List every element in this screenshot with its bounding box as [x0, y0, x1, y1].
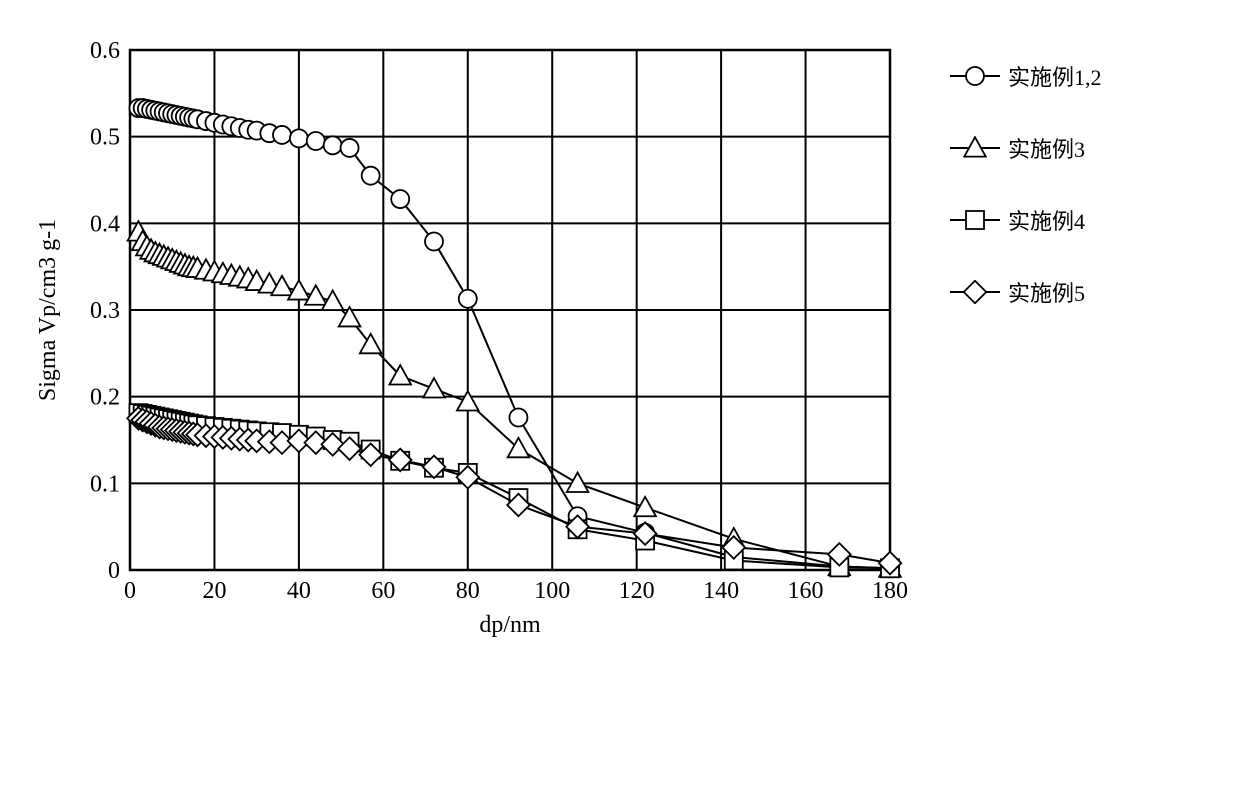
legend-marker [950, 208, 1000, 232]
svg-text:120: 120 [619, 578, 655, 604]
circle-icon [963, 64, 987, 88]
svg-text:0.4: 0.4 [90, 211, 120, 237]
diamond-icon [963, 280, 987, 304]
svg-text:0.2: 0.2 [90, 385, 120, 411]
triangle-icon [963, 136, 987, 160]
legend-item: 实施例5 [950, 276, 1102, 308]
svg-text:0.5: 0.5 [90, 125, 120, 151]
svg-text:0: 0 [108, 558, 120, 584]
legend-label: 实施例1,2 [1008, 60, 1102, 92]
legend-item: 实施例1,2 [950, 60, 1102, 92]
svg-text:0.6: 0.6 [90, 38, 120, 64]
legend-marker [950, 136, 1000, 160]
chart-svg: 0 20 40 60 80 100 120 140 160 180 0 0.1 0.2 0.3 0.4 0.5… [20, 20, 920, 640]
legend-marker [950, 280, 1000, 304]
legend-marker [950, 64, 1000, 88]
x-axis-label: dp/nm [479, 612, 541, 638]
chart-area: 0 20 40 60 80 100 120 140 160 180 0 0.1 0.2 0.3 0.4 0.5… [20, 20, 920, 640]
svg-text:100: 100 [534, 578, 570, 604]
chart-container: 0 20 40 60 80 100 120 140 160 180 0 0.1 0.2 0.3 0.4 0.5… [20, 20, 1219, 640]
y-axis-label: Sigma Vp/cm3 g-1 [35, 219, 61, 401]
svg-text:20: 20 [202, 578, 226, 604]
svg-text:0.1: 0.1 [90, 471, 120, 497]
legend-item: 实施例3 [950, 132, 1102, 164]
svg-text:0.3: 0.3 [90, 298, 120, 324]
legend-label: 实施例3 [1008, 132, 1085, 164]
svg-text:180: 180 [872, 578, 908, 604]
svg-text:80: 80 [456, 578, 480, 604]
svg-text:60: 60 [371, 578, 395, 604]
svg-text:0: 0 [124, 578, 136, 604]
legend-item: 实施例4 [950, 204, 1102, 236]
legend: 实施例1,2 实施例3 实施例4 实施例5 [950, 60, 1102, 348]
svg-text:140: 140 [703, 578, 739, 604]
svg-text:160: 160 [788, 578, 824, 604]
legend-label: 实施例4 [1008, 204, 1085, 236]
legend-label: 实施例5 [1008, 276, 1085, 308]
square-icon [963, 208, 987, 232]
svg-text:40: 40 [287, 578, 311, 604]
